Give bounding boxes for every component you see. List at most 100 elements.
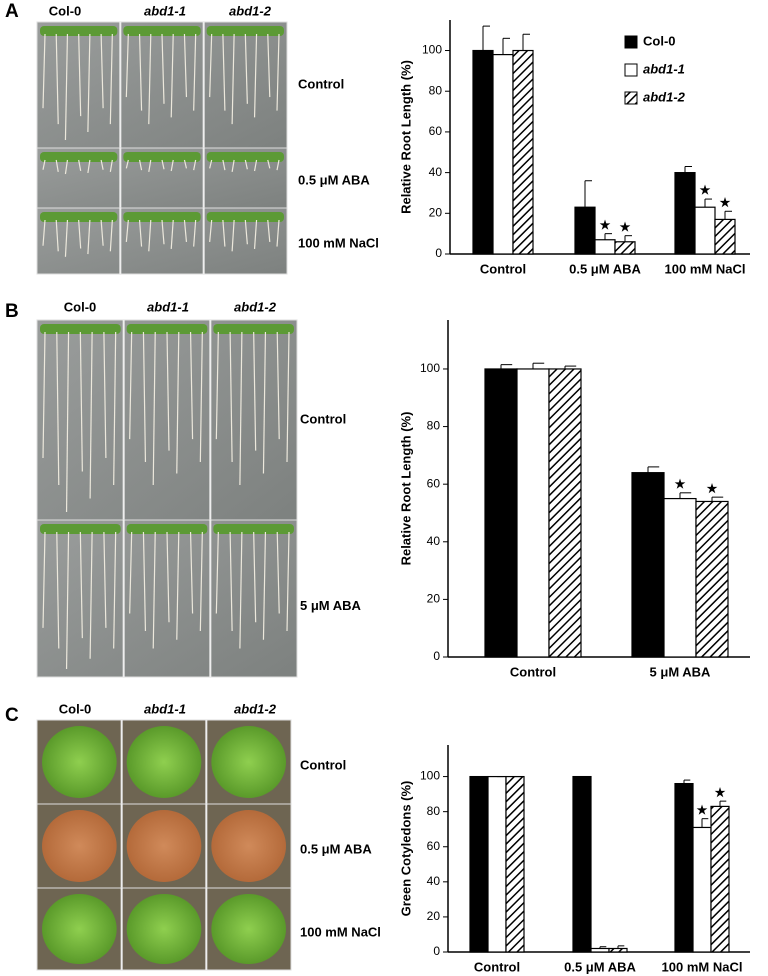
root [161, 33, 165, 104]
seedling-band [206, 212, 284, 222]
root [276, 531, 280, 614]
root [229, 531, 233, 631]
seedling-band [213, 324, 294, 334]
bar [492, 53, 514, 255]
root [79, 531, 83, 639]
y-tick-label: 100 [422, 43, 442, 57]
root [239, 531, 243, 649]
bar [614, 241, 636, 255]
root [87, 159, 91, 174]
panel-letter: C [5, 705, 19, 726]
root [65, 531, 70, 670]
significance-star: ★ [700, 183, 711, 197]
seedling-band [40, 212, 118, 222]
y-tick-label: 0 [435, 246, 442, 260]
root [56, 331, 60, 486]
root [89, 331, 93, 499]
root [78, 159, 82, 171]
bar [674, 172, 696, 255]
seedling-band [40, 26, 118, 36]
root [183, 159, 188, 169]
root [129, 331, 133, 440]
row-label: Control [300, 758, 346, 773]
bar [505, 775, 525, 953]
root [42, 531, 46, 628]
bar [516, 368, 550, 658]
root [170, 219, 174, 249]
seedling-band [123, 212, 201, 222]
row-label: 100 mM NaCl [300, 925, 381, 940]
root [262, 331, 267, 474]
root [65, 331, 70, 513]
seedling-clump [126, 726, 202, 798]
legend-label: Col-0 [643, 33, 676, 48]
root [161, 159, 165, 170]
root [170, 159, 174, 172]
y-axis-label: Relative Root Length (%) [398, 60, 413, 214]
bar [608, 947, 628, 953]
root [244, 159, 248, 170]
column-label: abd1-1 [147, 299, 189, 314]
root [64, 219, 69, 257]
root [229, 331, 233, 463]
root [267, 219, 271, 242]
root [222, 159, 226, 171]
legend-swatch [624, 63, 638, 77]
root [276, 219, 280, 247]
x-tick-label: 100 mM NaCl [662, 959, 743, 974]
significance-star: ★ [600, 218, 611, 232]
root [189, 331, 194, 440]
root [142, 331, 147, 463]
bar [692, 826, 712, 953]
y-tick-label: 100 [420, 769, 440, 783]
root [113, 531, 117, 649]
root [55, 33, 59, 125]
seedling-clump [42, 810, 117, 882]
root [42, 33, 46, 109]
root [148, 219, 152, 252]
row-label: Control [300, 411, 346, 426]
seedling-band [40, 324, 121, 334]
legend-swatch [624, 91, 638, 105]
y-tick-label: 20 [427, 592, 441, 606]
panel-letter: B [5, 301, 19, 322]
root [244, 219, 248, 245]
root [79, 331, 83, 472]
x-tick-label: 5 μM ABA [650, 664, 712, 679]
significance-star: ★ [620, 220, 631, 234]
x-tick-label: Control [510, 664, 556, 679]
bar [695, 500, 729, 658]
root [239, 331, 243, 486]
y-tick-label: 80 [429, 83, 443, 97]
x-tick-label: Control [480, 261, 526, 276]
root [209, 33, 213, 98]
root [55, 219, 59, 252]
root [78, 33, 82, 117]
seedling-band [40, 524, 121, 534]
root [148, 159, 152, 172]
seedling-clump [211, 726, 286, 798]
row-label: 100 mM NaCl [298, 236, 379, 251]
y-tick-label: 20 [427, 909, 441, 923]
root [125, 33, 129, 98]
x-tick-label: 0.5 μM ABA [569, 261, 641, 276]
y-axis-label: Relative Root Length (%) [398, 412, 413, 566]
row-label: 5 μM ABA [300, 598, 362, 613]
root [152, 331, 156, 486]
root [138, 219, 143, 247]
y-tick-label: 100 [420, 361, 440, 375]
seedling-clump [211, 894, 286, 964]
root [100, 219, 104, 246]
column-label: abd1-2 [234, 299, 277, 314]
root [42, 159, 46, 170]
root [176, 331, 180, 474]
bar [631, 472, 665, 658]
significance-star: ★ [715, 785, 726, 799]
y-axis-label: Green Cotyledons (%) [398, 781, 413, 917]
root [231, 33, 235, 125]
y-tick-label: 40 [427, 874, 441, 888]
root [100, 33, 104, 109]
root [253, 331, 257, 451]
root [87, 33, 91, 133]
